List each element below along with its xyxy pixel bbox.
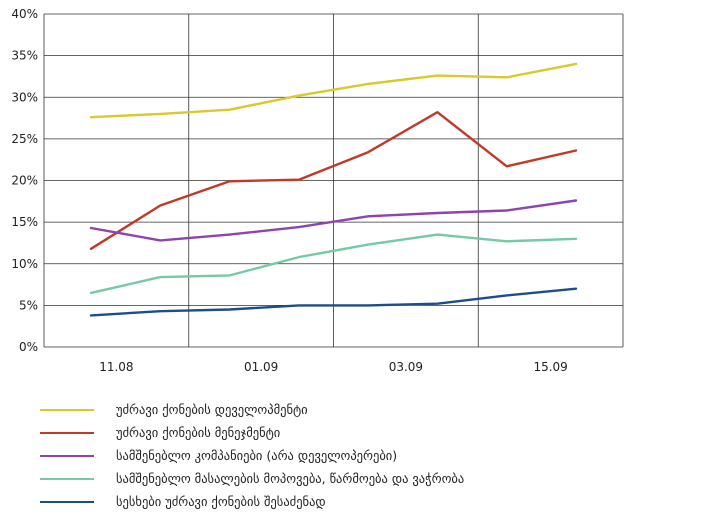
legend-label: უძრავი ქონების მენეჯმენტი	[116, 425, 281, 440]
legend-item: უძრავი ქონების მენეჯმენტი	[40, 421, 464, 444]
legend-label: სესხები უძრავი ქონების შესაძენად	[116, 494, 326, 509]
x-axis: 11.08 01.09 03.09 15.09	[99, 360, 568, 374]
legend-swatch	[40, 477, 94, 480]
legend: უძრავი ქონების დეველოპმენტი უძრავი ქონები…	[40, 398, 464, 513]
legend-swatch	[40, 431, 94, 434]
series-line-2	[89, 110, 578, 251]
series-line-4	[89, 233, 578, 295]
y-tick-label: 35%	[11, 49, 38, 63]
legend-swatch	[40, 454, 94, 457]
y-tick-label: 40%	[11, 7, 38, 21]
legend-swatch	[40, 500, 94, 503]
x-tick-label: 01.09	[244, 360, 278, 374]
legend-item: უძრავი ქონების დეველოპმენტი	[40, 398, 464, 421]
y-tick-label: 25%	[11, 132, 38, 146]
y-axis: 0% 5% 10% 15% 20% 25% 30% 35% 40%	[11, 7, 38, 354]
x-tick-label: 11.08	[99, 360, 133, 374]
series-line-3	[89, 199, 578, 242]
legend-swatch	[40, 408, 94, 411]
y-tick-label: 30%	[11, 90, 38, 104]
x-tick-label: 15.09	[533, 360, 567, 374]
x-tick-label: 03.09	[389, 360, 423, 374]
y-tick-label: 10%	[11, 257, 38, 271]
legend-label: სამშენებლო კომპანიები (არა დეველოპერები)	[116, 448, 398, 463]
legend-item: სამშენებლო მასალების მოპოვება, წარმოება …	[40, 467, 464, 490]
series-line-5	[89, 287, 578, 317]
grid	[43, 13, 624, 348]
line-chart: 0% 5% 10% 15% 20% 25% 30% 35% 40% 11.08 01.09 03.0…	[11, 7, 624, 374]
y-tick-label: 20%	[11, 174, 38, 188]
legend-item: სამშენებლო კომპანიები (არა დეველოპერები)	[40, 444, 464, 467]
y-tick-label: 0%	[19, 340, 38, 354]
legend-label: სამშენებლო მასალების მოპოვება, წარმოება …	[116, 471, 465, 486]
series-line-1	[89, 62, 578, 119]
legend-item: სესხები უძრავი ქონების შესაძენად	[40, 490, 464, 513]
legend-label: უძრავი ქონების დეველოპმენტი	[116, 402, 308, 417]
y-tick-label: 15%	[11, 215, 38, 229]
y-tick-label: 5%	[19, 298, 38, 312]
series-lines	[89, 62, 578, 317]
